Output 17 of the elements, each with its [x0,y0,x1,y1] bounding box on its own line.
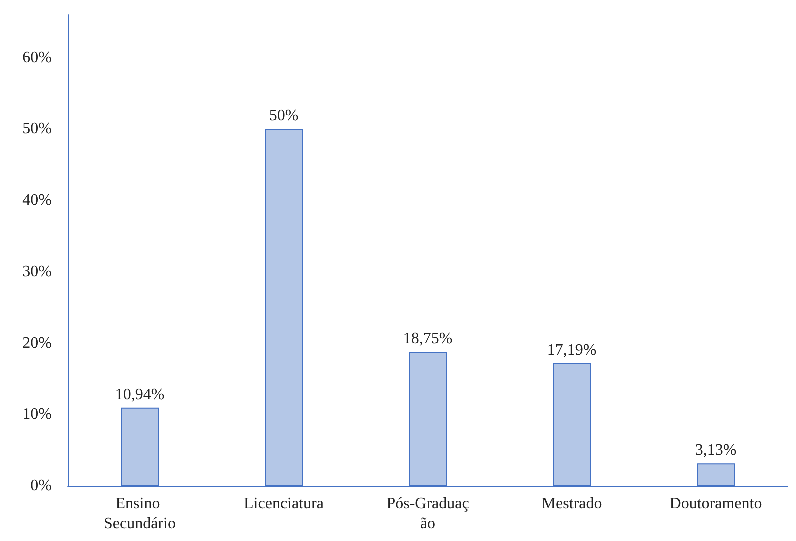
y-tick-label: 20% [22,334,52,352]
data-label: 10,94% [115,386,165,404]
y-tick-label: 0% [30,478,52,494]
y-tick-label: 60% [22,49,52,66]
x-tick-label: Pós-Graduação [386,496,470,532]
y-tick-label: 40% [22,192,52,210]
y-tick-label: 30% [22,263,52,280]
data-label: 17,19% [547,342,597,359]
y-tick-label: 10% [22,406,52,424]
x-tick-label: Ensino Secundário [104,496,176,532]
x-tick-label: Doutoramento [670,496,762,512]
y-tick-label: 50% [22,120,52,138]
data-label: 18,75% [403,330,453,348]
data-label: 3,13% [695,442,737,460]
x-tick-label: Licenciatura [244,496,324,512]
data-label: 50% [269,108,299,125]
x-tick-label: Mestrado [542,496,602,512]
